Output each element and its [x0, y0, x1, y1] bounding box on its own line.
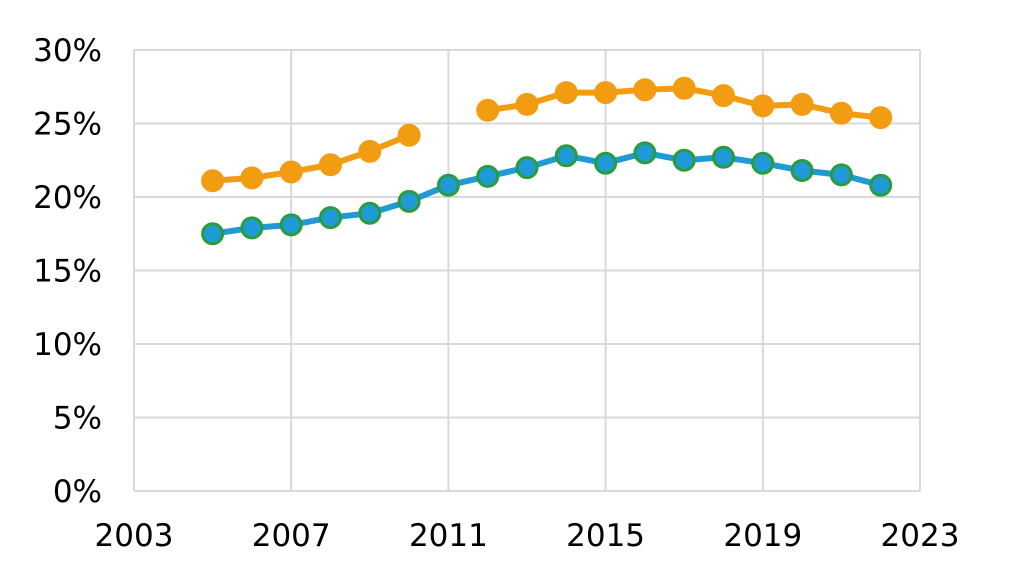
y-tick-label: 0%	[53, 474, 102, 510]
data-point	[869, 106, 893, 130]
x-tick-label: 2007	[252, 518, 331, 554]
data-point	[554, 81, 578, 105]
y-tick-label: 30%	[33, 33, 102, 69]
data-point	[672, 76, 696, 100]
data-point	[829, 101, 853, 125]
data-point	[712, 145, 735, 169]
data-point	[594, 81, 618, 105]
data-point	[515, 156, 539, 180]
y-tick-label: 15%	[33, 254, 102, 290]
data-point	[633, 141, 657, 165]
data-point	[515, 92, 539, 116]
data-point	[633, 78, 657, 102]
y-tick-label: 25%	[33, 107, 102, 143]
data-point	[869, 173, 893, 197]
data-point	[436, 173, 460, 197]
x-tick-label: 2015	[566, 518, 645, 554]
data-point	[751, 94, 775, 118]
tick-labels: 0% 5% 10% 15% 20% 25% 30% 2003 2007 2011 2015 2019 2…	[33, 33, 959, 554]
data-point	[397, 123, 421, 147]
y-tick-label: 20%	[33, 180, 102, 216]
data-point	[712, 84, 735, 108]
data-point	[397, 189, 421, 213]
data-point	[476, 98, 500, 122]
data-point	[279, 160, 303, 184]
data-point	[240, 166, 264, 190]
data-point	[790, 92, 814, 116]
data-point	[279, 213, 303, 237]
x-tick-label: 2019	[723, 518, 802, 554]
y-tick-label: 10%	[33, 327, 102, 363]
series-group	[201, 76, 893, 246]
y-tick-label: 5%	[53, 401, 102, 437]
data-point	[751, 151, 775, 175]
series-1	[201, 141, 893, 246]
data-point	[201, 222, 225, 246]
data-point	[201, 169, 225, 193]
data-point	[476, 164, 500, 188]
data-point	[554, 144, 578, 168]
data-point	[240, 216, 264, 240]
data-point	[358, 201, 382, 225]
x-tick-label: 2003	[95, 518, 174, 554]
gridlines	[134, 49, 921, 491]
x-tick-label: 2023	[881, 518, 960, 554]
data-point	[319, 153, 342, 177]
data-point	[358, 139, 382, 163]
data-point	[790, 159, 814, 182]
series-0	[201, 76, 893, 193]
x-tick-label: 2011	[409, 518, 488, 554]
data-point	[829, 163, 853, 187]
data-point	[672, 148, 696, 172]
data-point	[319, 206, 342, 230]
data-point	[594, 151, 618, 175]
axes	[133, 50, 920, 492]
